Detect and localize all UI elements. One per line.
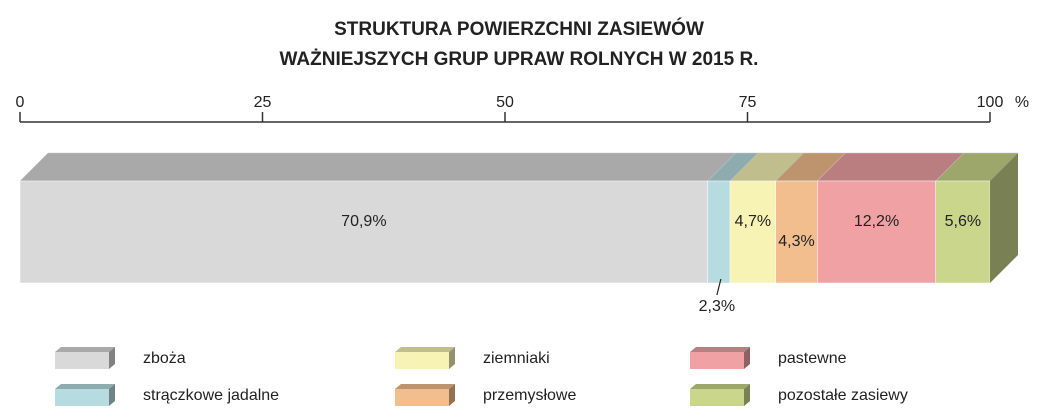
bar: [729, 180, 776, 284]
bar: [935, 180, 991, 284]
value-label: 12,2%: [854, 213, 899, 230]
value-label: 5,6%: [945, 213, 981, 230]
leader-line: [716, 278, 722, 296]
axis-unit: %: [1015, 94, 1029, 111]
legend-swatch-top: [395, 384, 455, 389]
legend-swatch-top: [395, 347, 455, 352]
legend-swatch-top: [690, 384, 750, 389]
legend-swatch: [55, 352, 109, 369]
legend-swatch-side: [744, 347, 750, 369]
bar: [19, 180, 708, 284]
x-tick-label: 0: [16, 94, 25, 111]
legend-label: pozostałe zasiewy: [778, 387, 908, 404]
legend-swatch-top: [55, 384, 115, 389]
chart-title: STRUKTURA POWIERZCHNI ZASIEWÓW: [334, 18, 704, 40]
legend-swatch: [395, 352, 449, 369]
legend-swatch-side: [109, 347, 115, 369]
bar: [817, 180, 936, 284]
x-tick-label: 50: [496, 94, 514, 111]
legend-swatch-side: [449, 384, 455, 406]
legend-swatch-top: [690, 347, 750, 352]
value-label: 4,3%: [778, 233, 814, 250]
value-label: 70,9%: [341, 213, 386, 230]
bar-side: [990, 153, 1018, 283]
legend-swatch-top: [55, 347, 115, 352]
legend-swatch: [690, 389, 744, 406]
legend-swatch: [690, 352, 744, 369]
legend-label: pastewne: [778, 350, 847, 367]
legend-swatch-side: [109, 384, 115, 406]
legend-label: strączkowe jadalne: [143, 387, 279, 404]
legend-swatch-side: [449, 347, 455, 369]
chart-title: WAŻNIEJSZYCH GRUP UPRAW ROLNYCH W 2015 R…: [280, 49, 759, 70]
bar-top: [19, 152, 737, 182]
x-tick-label: 25: [254, 94, 272, 111]
x-tick-label: 75: [739, 94, 757, 111]
legend-label: przemysłowe: [483, 387, 576, 404]
x-tick-label: 100: [977, 94, 1004, 111]
legend-label: ziemniaki: [483, 350, 550, 367]
bar: [775, 180, 818, 284]
legend-swatch-side: [744, 384, 750, 406]
legend-swatch: [395, 389, 449, 406]
value-label: 4,7%: [735, 213, 771, 230]
bar: [707, 180, 731, 284]
legend-label: zboża: [143, 350, 186, 367]
value-label: 2,3%: [699, 298, 735, 315]
legend-swatch: [55, 389, 109, 406]
